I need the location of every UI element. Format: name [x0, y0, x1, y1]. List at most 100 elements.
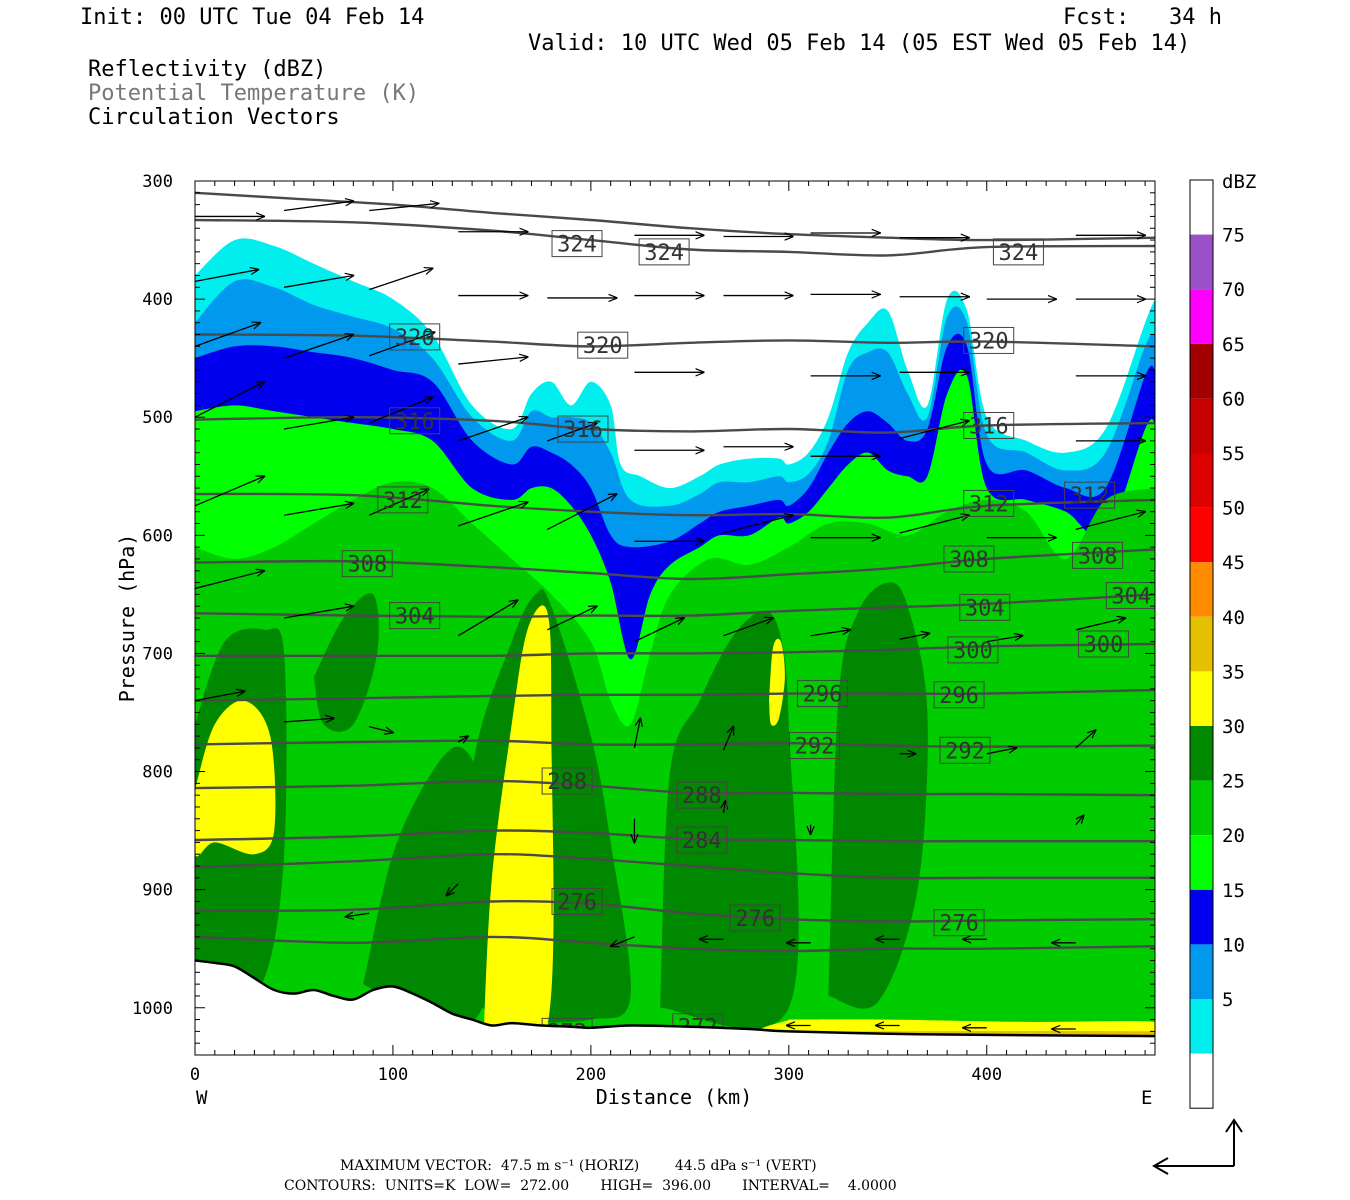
- circulation-vector: [283, 503, 353, 516]
- contour-label-box: [992, 238, 1044, 266]
- colorbar-swatch: [1190, 180, 1213, 235]
- contour-label: 308: [1078, 544, 1118, 569]
- contour-info-note: CONTOURS: UNITS=K LOW= 272.00 HIGH= 396.…: [284, 1178, 897, 1194]
- contour-label: 320: [395, 326, 435, 351]
- isentrope-312k: [195, 492, 1155, 520]
- circulation-vector: [195, 912, 196, 914]
- contour-label-box: [557, 415, 609, 443]
- core-35-dbz-thin: [769, 638, 785, 726]
- circulation-vector: [723, 618, 772, 637]
- contour-label: 316: [395, 410, 435, 435]
- x-axis-label: Distance (km): [596, 1085, 753, 1109]
- colorbar-label: 45: [1222, 552, 1245, 574]
- contour-label-box: [947, 636, 999, 664]
- core-30-dbz-east: [828, 582, 928, 1009]
- valid-time: Valid: 10 UTC Wed 05 Feb 14 (05 EST Wed …: [528, 31, 1191, 56]
- terrain-mask: [195, 959, 1155, 1055]
- colorbar-label: 50: [1222, 498, 1245, 520]
- contour-label-box: [1105, 582, 1155, 610]
- contour-label: 296: [939, 684, 979, 709]
- circulation-vector: [547, 606, 596, 631]
- contour-label: 312: [1070, 484, 1110, 509]
- y-tick-label: 1000: [132, 999, 173, 1019]
- circulation-vector: [345, 913, 370, 917]
- x-east-label: E: [1141, 1087, 1152, 1109]
- contour-label-box: [389, 323, 441, 351]
- circulation-vector: [283, 606, 353, 619]
- circulation-vector: [195, 270, 258, 283]
- colorbar-swatch: [1190, 780, 1213, 836]
- circulation-vector: [457, 736, 468, 742]
- colorbar-label: 40: [1222, 607, 1245, 629]
- contour-label: 288: [682, 784, 722, 809]
- circulation-vector: [633, 718, 640, 749]
- colorbar-swatch: [1190, 234, 1213, 290]
- max-vector-note: MAXIMUM VECTOR: 47.5 m s⁻¹ (HORIZ) 44.5 …: [340, 1158, 817, 1174]
- isentrope-308k: [195, 548, 1155, 581]
- colorbar-label: 60: [1222, 388, 1245, 410]
- contour-label: 292: [795, 735, 835, 760]
- colorbar-frame: [1189, 179, 1214, 1109]
- contour-label-box: [389, 407, 441, 435]
- circulation-vector: [368, 268, 432, 291]
- circulation-vector: [283, 335, 353, 359]
- field-circulation-vectors: Circulation Vectors: [88, 105, 340, 130]
- x-tick-label: 200: [576, 1065, 607, 1085]
- colorbar: 75 70 65 60 55 50 45 40 35 30 25 20 15 10 5: [1189, 179, 1245, 1109]
- contour-label-box: [551, 887, 603, 915]
- colorbar-label: 70: [1222, 279, 1245, 301]
- contour-label-box: [933, 909, 985, 937]
- colorbar-label: 35: [1222, 661, 1245, 683]
- colorbar-swatch: [1190, 1053, 1213, 1109]
- contour-label: 304: [965, 596, 1005, 621]
- colorbar-swatch: [1190, 343, 1213, 399]
- contour-label-box: [729, 904, 781, 932]
- contour-label: 320: [583, 334, 623, 359]
- circulation-vector: [899, 633, 930, 640]
- colorbar-label: 5: [1222, 989, 1233, 1011]
- core-35-dbz-west: [195, 700, 276, 857]
- isentrope-296k: [195, 688, 1155, 702]
- isentrope-284k: [195, 829, 1155, 843]
- contour-label: 324: [644, 241, 684, 266]
- contour-label-box: [1078, 630, 1130, 658]
- contour-label: 324: [999, 241, 1039, 266]
- circulation-vector: [368, 489, 428, 516]
- core-30-dbz-lower: [363, 746, 488, 1024]
- y-tick-label: 500: [142, 408, 173, 428]
- core-30-dbz-middle: [660, 611, 799, 1029]
- colorbar-swatch: [1190, 944, 1213, 999]
- colorbar-swatch: [1190, 507, 1213, 563]
- colorbar-label: 55: [1222, 443, 1245, 465]
- circulation-vector: [195, 323, 260, 347]
- contour-label: 300: [953, 639, 993, 664]
- circulation-vector: [723, 515, 792, 534]
- circulation-vector: [899, 421, 969, 440]
- field-potential-temperature: Potential Temperature (K): [88, 81, 420, 106]
- isentrope-324k: [195, 218, 1155, 257]
- circulation-vector: [810, 630, 851, 637]
- colorbar-swatch: [1190, 726, 1213, 781]
- colorbar-label: 30: [1222, 716, 1245, 738]
- contour-label: 312: [383, 489, 423, 514]
- x-tick-label: 0: [190, 1065, 200, 1085]
- contour-label-box: [1064, 481, 1116, 509]
- circulation-vector: [368, 397, 432, 424]
- y-tick-label: 400: [142, 290, 173, 310]
- x-tick-label: 100: [378, 1065, 409, 1085]
- contour-label: 276: [735, 907, 775, 932]
- contour-label: 324: [557, 233, 597, 258]
- y-tick-label: 300: [142, 172, 173, 192]
- circulation-vector: [457, 600, 517, 637]
- contour-label-box: [939, 736, 991, 764]
- contour-label-box: [389, 602, 441, 630]
- circulation-vector: [283, 201, 353, 212]
- contour-label: 288: [547, 770, 587, 795]
- circulation-vector: [458, 357, 527, 365]
- contour-label: 276: [557, 890, 597, 915]
- circulation-vector: [634, 618, 683, 643]
- contour-label-box: [676, 781, 728, 809]
- isentrope-276k: [195, 899, 1155, 923]
- isentrope-280k: [195, 852, 1155, 880]
